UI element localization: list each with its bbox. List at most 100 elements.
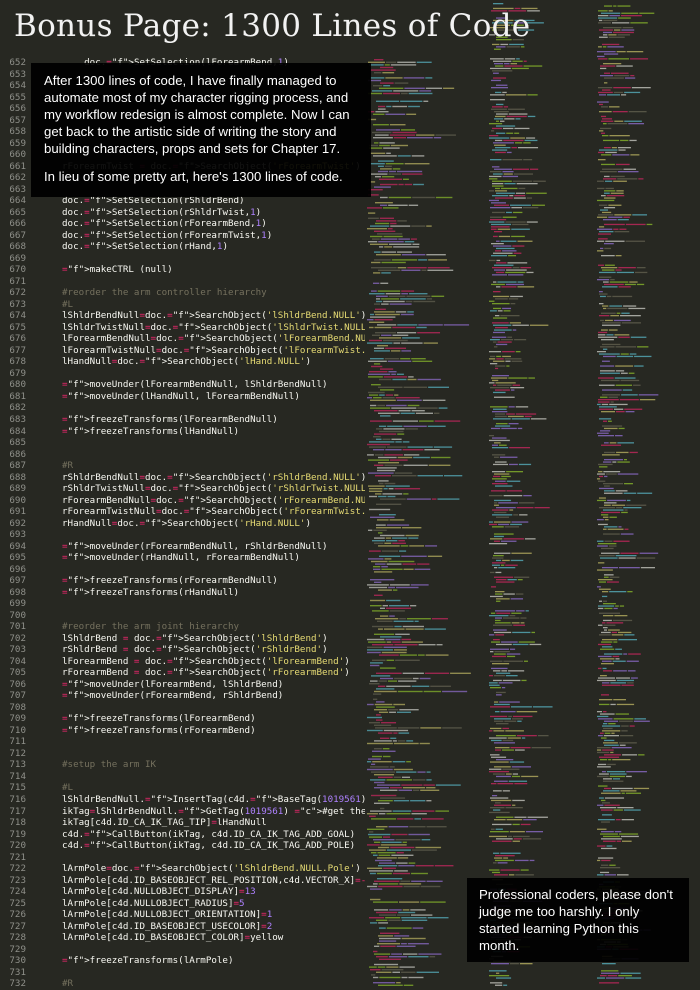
code-text: rForearmBendNull=doc.="f">SearchObject('… [62,494,365,506]
code-line[interactable]: 681 ="f">moveUnder(lHandNull, lForearmBen… [0,391,365,403]
code-line[interactable]: 686 [0,449,365,461]
code-line[interactable]: 719 c4d.="f">CallButton(ikTag, c4d.ID_CA_… [0,829,365,841]
code-minimap[interactable] [365,57,485,990]
note-caption-box: Professional coders, please don't judge … [467,878,689,962]
code-line[interactable]: 672 #reorder the arm controller hierarchy [0,287,365,299]
code-text: ikTag[c4d.ID_CA_IK_TAG_TIP]=lHandNull [62,817,267,829]
code-line[interactable]: 710 ="f">freezeTransforms(rForearmBend) [0,725,365,737]
code-line[interactable]: 707 ="f">moveUnder(rForearmBend, rShldrBe… [0,690,365,702]
code-line[interactable]: 708 [0,702,365,714]
code-line[interactable]: 671 [0,276,365,288]
code-line[interactable]: 690 rForearmBendNull=doc.="f">SearchObjec… [0,495,365,507]
code-line[interactable]: 688 rShldrBendNull=doc.="f">SearchObject(… [0,472,365,484]
code-line[interactable]: 673 #L [0,299,365,311]
code-line[interactable]: 691 rForearmTwistNull=doc.="f">SearchObje… [0,506,365,518]
code-line[interactable]: 687 #R [0,460,365,472]
code-line[interactable]: 653 [0,69,365,81]
code-line[interactable]: 717 ikTag=lShldrBendNull.="f">GetTag(1019… [0,806,365,818]
code-line[interactable]: 716 lShldrBendNull.="f">InsertTag(c4d.="f… [0,794,365,806]
line-number: 705 [9,667,26,679]
code-line[interactable]: 684 ="f">freezeTransforms(lHandNull) [0,426,365,438]
code-line[interactable]: 678 lHandNull=doc.="f">SearchObject('lHan… [0,356,365,368]
code-line[interactable]: 727 lArmPole[c4d.ID_BASEOBJECT_USECOLOR]=… [0,921,365,933]
code-line[interactable]: 662 [0,172,365,184]
code-text: #L [62,298,74,310]
code-line[interactable]: 723 lArmPole[c4d.ID_BASEOBJECT_REL_POSITI… [0,875,365,887]
code-line[interactable]: 729 [0,944,365,956]
code-line[interactable]: 720 c4d.="f">CallButton(ikTag, c4d.ID_CA_… [0,840,365,852]
code-line[interactable]: 689 rShldrTwistNull=doc.="f">SearchObject… [0,483,365,495]
code-line[interactable]: 677 lForearmTwistNull=doc.="f">SearchObje… [0,345,365,357]
code-line[interactable]: 679 [0,368,365,380]
code-line[interactable]: 726 lArmPole[c4d.NULLOBJECT_ORIENTATION]=… [0,909,365,921]
code-line[interactable]: 699 [0,598,365,610]
code-text: lArmPole[c4d.NULLOBJECT_RADIUS]=5 [62,897,245,909]
code-line[interactable]: 693 [0,529,365,541]
code-line[interactable]: 728 lArmPole[c4d.ID_BASEOBJECT_COLOR]=yel… [0,932,365,944]
code-line[interactable]: 674 lShldrBendNull=doc.="f">SearchObject(… [0,310,365,322]
code-line[interactable]: 702 lShldrBend = doc.="f">SearchObject('l… [0,633,365,645]
code-text: ="f">moveUnder(rForearmBendNull, rShldrB… [62,540,328,552]
code-line[interactable]: 700 [0,610,365,622]
code-line[interactable]: 659 [0,138,365,150]
code-text: lShldrBend = doc.="f">SearchObject('lShl… [62,632,328,644]
line-number: 716 [9,794,26,805]
code-line[interactable]: 706 ="f">moveUnder(lForearmBend, lShldrBe… [0,679,365,691]
code-line[interactable]: 668 doc.="f">SetSelection(rHand,1) [0,241,365,253]
code-line[interactable]: 709 ="f">freezeTransforms(lForearmBend) [0,713,365,725]
code-line[interactable]: 666 doc.="f">SetSelection(rForearmBend,1) [0,218,365,230]
code-line[interactable]: 724 lArmPole[c4d.NULLOBJECT_DISPLAY]=13 [0,886,365,898]
line-number: 669 [9,252,26,264]
code-text: lForearmBendNull=doc.="f">SearchObject('… [62,333,365,345]
code-line[interactable]: 697 ="f">freezeTransforms(rForearmBendNul… [0,575,365,587]
code-line[interactable]: 683 ="f">freezeTransforms(lForearmBendNul… [0,414,365,426]
code-line[interactable]: 669 [0,253,365,265]
code-line[interactable]: 682 [0,402,365,414]
code-line[interactable]: 660 [0,149,365,161]
code-line[interactable]: 722 lArmPole=doc.="f">SearchObject('lShld… [0,863,365,875]
code-line[interactable]: 725 lArmPole[c4d.NULLOBJECT_RADIUS]=5 [0,898,365,910]
code-line[interactable]: 715 #L [0,782,365,794]
code-line[interactable]: 657 [0,115,365,127]
code-line[interactable]: 695 ="f">moveUnder(rHandNull, rForearmBen… [0,552,365,564]
code-line[interactable]: 658 [0,126,365,138]
code-text: doc.="f">SetSelection(rShldrBend) [62,195,245,207]
code-line[interactable]: 663 [0,184,365,196]
code-line[interactable]: 680 ="f">moveUnder(lForearmBendNull, lShl… [0,379,365,391]
code-line[interactable]: 703 rShldrBend = doc.="f">SearchObject('r… [0,644,365,656]
code-line[interactable]: 714 [0,771,365,783]
code-line[interactable]: 667 doc.="f">SetSelection(rForearmTwist,1… [0,230,365,242]
code-line[interactable]: 718 ikTag[c4d.ID_CA_IK_TAG_TIP]=lHandNull [0,817,365,829]
code-line[interactable]: 692 rHandNull=doc.="f">SearchObject('rHan… [0,518,365,530]
code-line[interactable]: 730 ="f">freezeTransforms(lArmPole) [0,955,365,967]
code-line[interactable]: 675 lShldrTwistNull=doc.="f">SearchObject… [0,322,365,334]
code-line[interactable]: 696 [0,564,365,576]
code-line[interactable]: 705 rForearmBend = doc.="f">SearchObject(… [0,667,365,679]
code-text: rHandNull=doc.="f">SearchObject('rHand.N… [62,517,312,529]
code-line[interactable]: 731 [0,967,365,979]
line-number: 682 [9,402,26,414]
line-number: 681 [9,390,26,402]
code-line[interactable]: 713 #setup the arm IK [0,759,365,771]
code-line[interactable]: 698 ="f">freezeTransforms(rHandNull) [0,587,365,599]
code-line[interactable]: 721 [0,852,365,864]
line-number: 724 [9,886,26,898]
code-line[interactable]: 670 ="f">makeCTRL (null) [0,264,365,276]
code-line[interactable]: 656 [0,103,365,115]
code-line[interactable]: 701 #reorder the arm joint hierarchy [0,621,365,633]
code-line[interactable]: 711 [0,736,365,748]
code-line[interactable]: 655 [0,92,365,104]
code-text: lShldrTwistNull=doc.="f">SearchObject('l… [62,321,365,333]
code-line[interactable]: 685 [0,437,365,449]
line-number: 730 [9,955,26,967]
code-line[interactable]: 664 doc.="f">SetSelection(rShldrBend) [0,195,365,207]
code-line[interactable]: 712 [0,748,365,760]
code-line[interactable]: 676 lForearmBendNull=doc.="f">SearchObjec… [0,333,365,345]
code-line[interactable]: 732 #R [0,978,365,990]
code-line[interactable]: 665 doc.="f">SetSelection(rShldrTwist,1) [0,207,365,219]
code-line[interactable]: 704 lForearmBend = doc.="f">SearchObject(… [0,656,365,668]
line-number: 673 [9,298,26,310]
code-line[interactable]: 694 ="f">moveUnder(rForearmBendNull, rShl… [0,541,365,553]
code-line[interactable]: 652 doc.="f">SetSelection(lForearmBend,1… [0,57,365,69]
code-line[interactable]: 654 [0,80,365,92]
